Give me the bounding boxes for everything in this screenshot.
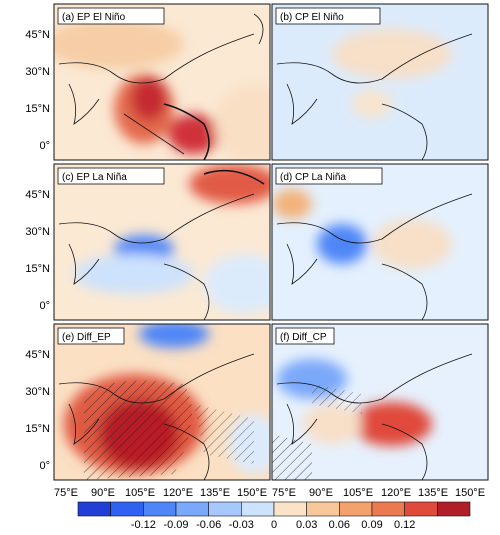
lon-axis-right: 75°E 90°E 105°E 120°E 135°E 150°E — [272, 487, 485, 499]
panel-d-label: (d) CP La Niña — [280, 172, 346, 183]
lat-tick: 30°N — [25, 386, 50, 398]
colorbar-swatch — [339, 501, 373, 517]
colorbar-swatch — [241, 501, 275, 517]
lon-tick: 150°E — [237, 487, 267, 499]
panel-b: (b) CP El Niño — [271, 3, 489, 161]
colorbar-swatch — [404, 501, 438, 517]
lon-tick: 90°E — [91, 487, 115, 499]
lat-tick: 0° — [39, 460, 50, 472]
lat-tick: 30°N — [25, 66, 50, 78]
panel-d: (d) CP La Niña — [271, 163, 489, 321]
panel-f-label: (f) Diff_CP — [280, 332, 327, 343]
lon-tick: 90°E — [309, 487, 333, 499]
panel-c: (c) EP La Niña — [53, 163, 271, 321]
panel-e: (e) Diff_EP — [53, 323, 271, 481]
lat-tick: 15°N — [25, 423, 50, 435]
colorbar-swatch — [208, 501, 242, 517]
panel-e-label: (e) Diff_EP — [62, 332, 111, 343]
lon-tick: 135°E — [200, 487, 230, 499]
lon-tick: 135°E — [418, 487, 448, 499]
lon-tick: 75°E — [54, 487, 78, 499]
colorbar-swatch — [306, 501, 340, 517]
lat-tick: 45°N — [25, 349, 50, 361]
lon-tick: 150°E — [455, 487, 485, 499]
lon-axis-left: 75°E 90°E 105°E 120°E 135°E 150°E — [54, 487, 267, 499]
colorbar — [77, 501, 471, 517]
lat-axis-row1: 45°N 30°N 15°N 0° — [25, 29, 50, 152]
lon-tick: 105°E — [343, 487, 373, 499]
colorbar-swatch — [273, 501, 307, 517]
lat-tick: 45°N — [25, 29, 50, 41]
colorbar-swatch — [77, 501, 111, 517]
panel-c-label: (c) EP La Niña — [62, 172, 127, 183]
lon-tick: 105°E — [125, 487, 155, 499]
lon-tick: 75°E — [272, 487, 296, 499]
colorbar-tick-label: 0.12 — [394, 519, 415, 531]
panel-a-label: (a) EP El Niño — [62, 12, 126, 23]
colorbar-tick-label: 0.03 — [296, 519, 317, 531]
panel-a: (a) EP El Niño — [53, 3, 271, 161]
colorbar-swatch — [143, 501, 177, 517]
panel-b-label: (b) CP El Niño — [280, 12, 344, 23]
colorbar-swatch — [437, 501, 471, 517]
lat-tick: 30°N — [25, 226, 50, 238]
lat-tick: 0° — [39, 300, 50, 312]
colorbar-swatch — [371, 501, 405, 517]
lon-tick: 120°E — [381, 487, 411, 499]
lat-axis-row2: 45°N 30°N 15°N 0° — [25, 189, 50, 312]
lat-tick: 15°N — [25, 263, 50, 275]
colorbar-swatch — [175, 501, 209, 517]
colorbar-tick-label: 0.06 — [329, 519, 350, 531]
colorbar-tick-label: -0.12 — [131, 519, 156, 531]
panel-f: (f) Diff_CP — [271, 323, 489, 481]
colorbar-tick-label: -0.06 — [196, 519, 221, 531]
lat-tick: 0° — [39, 140, 50, 152]
colorbar-labels: -0.12 -0.09 -0.06 -0.03 0 0.03 0.06 0.09 0.12 — [131, 519, 416, 531]
colorbar-tick-label: 0.09 — [361, 519, 382, 531]
lat-axis-row3: 45°N 30°N 15°N 0° — [25, 349, 50, 472]
lon-tick: 120°E — [163, 487, 193, 499]
lat-tick: 15°N — [25, 103, 50, 115]
colorbar-tick-label: -0.09 — [163, 519, 188, 531]
colorbar-swatch — [110, 501, 144, 517]
colorbar-tick-label: 0 — [271, 519, 277, 531]
colorbar-tick-label: -0.03 — [229, 519, 254, 531]
lat-tick: 45°N — [25, 189, 50, 201]
